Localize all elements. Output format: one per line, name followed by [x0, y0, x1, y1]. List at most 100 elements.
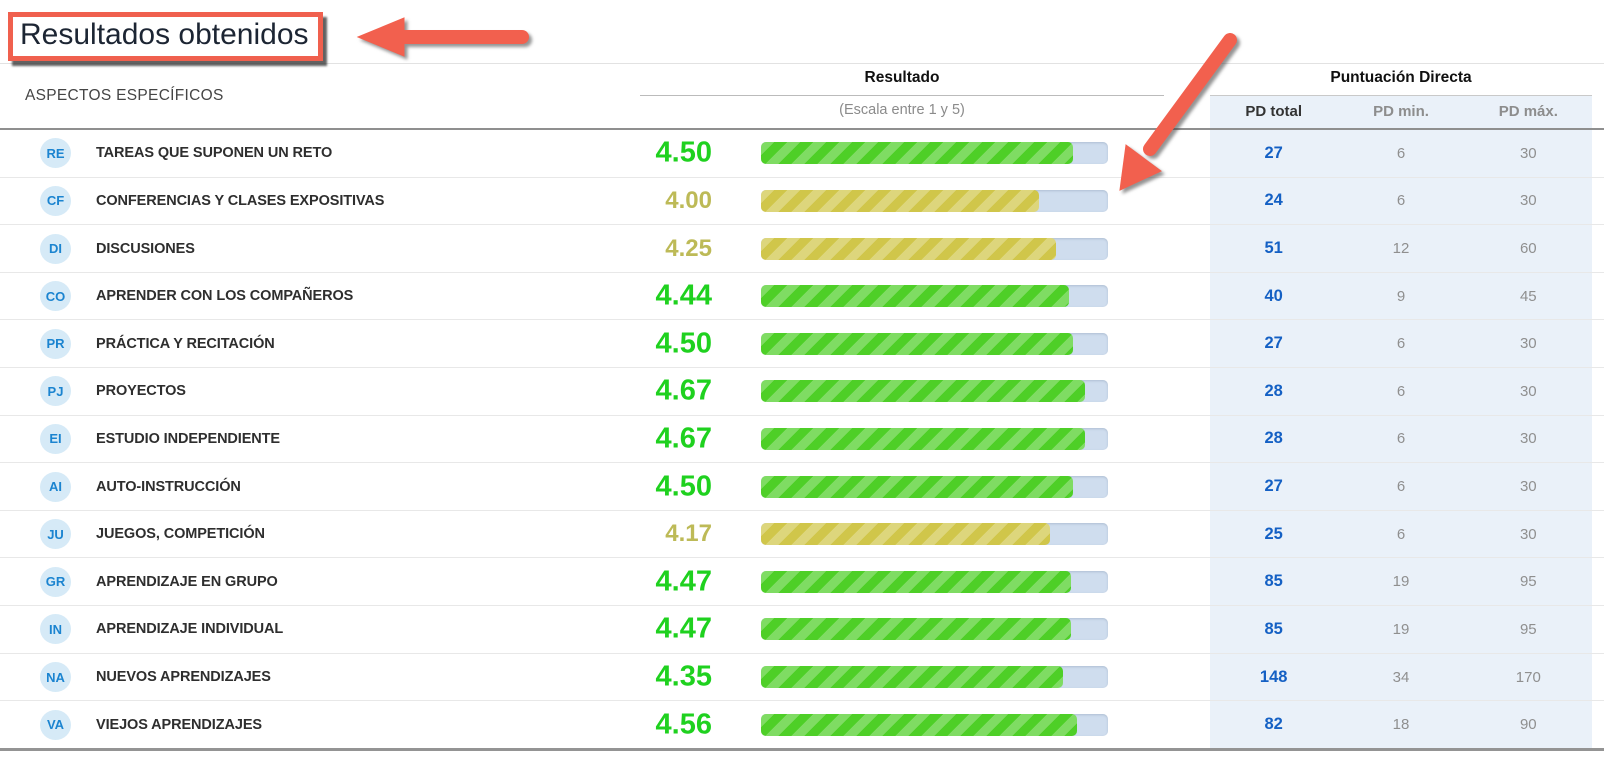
pd-cells: 27 6 30 [1210, 463, 1592, 510]
result-bar-fill [761, 427, 1086, 450]
result-header-underline [640, 95, 1164, 96]
aspect-label: NUEVOS APRENDIZAJES [96, 669, 271, 685]
aspect-label: VIEJOS APRENDIZAJES [96, 716, 262, 733]
table-row: DI DISCUSIONES 4.25 51 12 60 [0, 225, 1604, 273]
result-bar-fill [761, 332, 1074, 355]
pd-cells: 82 18 90 [1210, 701, 1592, 748]
pd-group-header: Puntuación Directa [1330, 69, 1472, 86]
result-column-header: Resultado [864, 69, 940, 86]
pd-header-underline [1210, 95, 1592, 96]
pd-total-value: 28 [1264, 381, 1283, 400]
aspect-label: PRÁCTICA Y RECITACIÓN [96, 335, 275, 352]
table-row: RE TAREAS QUE SUPONEN UN RETO 4.50 27 6 … [0, 130, 1604, 178]
aspect-label: ESTUDIO INDEPENDIENTE [96, 430, 281, 447]
pd-min-value: 18 [1392, 716, 1410, 734]
pd-total-value: 27 [1264, 143, 1283, 162]
table-header: ASPECTOS ESPECÍFICOS Resultado (Escala e… [0, 64, 1604, 130]
table-row: VA VIEJOS APRENDIZAJES 4.56 82 18 90 [0, 701, 1604, 748]
aspect-label: CONFERENCIAS Y CLASES EXPOSITIVAS [96, 192, 385, 209]
pd-total-value: 27 [1264, 334, 1283, 353]
table-row: CF CONFERENCIAS Y CLASES EXPOSITIVAS 4.0… [0, 177, 1604, 226]
pd-min-value: 6 [1396, 478, 1406, 496]
aspect-code-badge: CF [40, 185, 71, 216]
result-bar-track [761, 523, 1108, 546]
pd-total-value: 82 [1264, 715, 1283, 734]
pd-total-value: 40 [1264, 286, 1283, 305]
pd-max-value: 60 [1519, 240, 1537, 258]
pd-cells: 51 12 60 [1210, 225, 1592, 272]
result-bar-track [761, 142, 1108, 165]
pd-cells: 148 34 170 [1210, 653, 1592, 701]
pd-cells: 40 9 45 [1210, 272, 1592, 320]
result-bar-fill [761, 380, 1086, 403]
pd-cells: 27 6 30 [1210, 320, 1592, 368]
pd-cells: 85 19 95 [1210, 606, 1592, 653]
result-bar-track [761, 380, 1108, 403]
result-bar-track [761, 475, 1108, 498]
table-row: IN APRENDIZAJE INDIVIDUAL 4.47 85 19 95 [0, 606, 1604, 654]
result-bar-track [761, 285, 1108, 308]
aspect-code-badge: VA [40, 709, 71, 740]
pd-max-value: 95 [1519, 573, 1537, 591]
pd-total-value: 28 [1264, 429, 1283, 448]
result-bar-track [761, 570, 1108, 593]
top-divider [0, 63, 1604, 64]
result-bar-track [761, 427, 1108, 450]
result-score: 4.56 [655, 708, 712, 741]
table-row: PR PRÁCTICA Y RECITACIÓN 4.50 27 6 30 [0, 320, 1604, 369]
pd-max-column-header: PD máx. [1498, 103, 1558, 120]
result-bar-track [761, 332, 1108, 355]
pd-min-value: 12 [1392, 240, 1410, 258]
result-score: 4.44 [655, 279, 712, 312]
pd-total-column-header: PD total [1245, 103, 1302, 120]
table-row: CO APRENDER CON LOS COMPAÑEROS 4.44 40 9… [0, 272, 1604, 321]
aspect-code-badge: IN [40, 614, 71, 645]
result-bar-track [761, 618, 1108, 641]
aspect-code-badge: PR [40, 328, 71, 359]
red-arrow-diagonal-icon [1119, 33, 1237, 191]
red-arrow-left-icon [356, 17, 529, 57]
result-bar-fill [761, 523, 1051, 546]
aspect-code-badge: AI [40, 471, 71, 502]
pd-total-value: 27 [1264, 477, 1283, 496]
table-row: GR APRENDIZAJE EN GRUPO 4.47 85 19 95 [0, 558, 1604, 607]
result-score: 4.25 [665, 234, 712, 262]
pd-min-value: 6 [1396, 382, 1406, 400]
pd-max-value: 170 [1515, 668, 1541, 686]
pd-min-value: 6 [1396, 192, 1406, 210]
pd-max-value: 30 [1519, 478, 1537, 496]
result-score: 4.35 [655, 660, 712, 693]
pd-max-value: 95 [1519, 620, 1537, 638]
result-bar-track [761, 713, 1108, 736]
aspect-label: APRENDIZAJE EN GRUPO [96, 573, 278, 590]
aspect-label: AUTO-INSTRUCCIÓN [96, 478, 241, 495]
aspect-label: TAREAS QUE SUPONEN UN RETO [96, 145, 333, 162]
pd-max-value: 90 [1519, 716, 1537, 734]
pd-min-value: 34 [1392, 668, 1410, 686]
pd-subheader-row: PD total PD min. PD máx. [1210, 96, 1592, 128]
result-score: 4.47 [655, 612, 712, 645]
pd-max-value: 30 [1519, 525, 1537, 543]
pd-total-value: 24 [1264, 191, 1283, 210]
aspect-code-badge: EI [40, 423, 71, 454]
result-bar-track [761, 666, 1108, 688]
result-bar-fill [761, 713, 1078, 736]
pd-total-value: 85 [1264, 572, 1283, 591]
pd-cells: 24 6 30 [1210, 177, 1592, 225]
table-row: NA NUEVOS APRENDIZAJES 4.35 148 34 170 [0, 653, 1604, 702]
result-score: 4.00 [665, 186, 712, 214]
pd-cells: 28 6 30 [1210, 368, 1592, 415]
aspect-label: JUEGOS, COMPETICIÓN [96, 526, 265, 543]
aspect-label: APRENDER CON LOS COMPAÑEROS [96, 288, 354, 305]
table-row: EI ESTUDIO INDEPENDIENTE 4.67 28 6 30 [0, 415, 1604, 464]
pd-total-value: 51 [1264, 239, 1283, 258]
result-score: 4.47 [655, 565, 712, 598]
aspect-code-badge: RE [40, 138, 71, 169]
pd-max-value: 30 [1519, 335, 1537, 353]
pd-min-column-header: PD min. [1373, 103, 1429, 120]
result-bar-fill [761, 237, 1056, 260]
aspect-code-badge: PJ [40, 376, 71, 407]
pd-min-value: 6 [1396, 144, 1406, 162]
table-row: JU JUEGOS, COMPETICIÓN 4.17 25 6 30 [0, 510, 1604, 559]
